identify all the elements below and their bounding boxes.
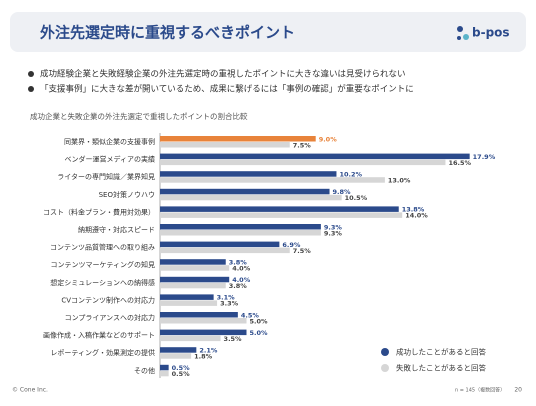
- value-label: 3.8%: [229, 258, 248, 266]
- logo: b-pos: [472, 26, 510, 40]
- bar: [160, 247, 290, 254]
- bar: [160, 188, 330, 195]
- bar: [160, 335, 221, 342]
- bar: [160, 353, 192, 359]
- bar: [160, 329, 247, 336]
- category-label: コンプライアンスへの対応力: [65, 313, 155, 322]
- header-band: [10, 12, 526, 52]
- bar: [160, 265, 230, 271]
- value-label: 13.8%: [402, 206, 425, 214]
- category-label: コスト（料金プラン・費用対効果）: [43, 207, 155, 216]
- value-label: 4.0%: [232, 276, 251, 284]
- page-number: 20: [514, 387, 522, 394]
- category-label: 同業界・類似企業の支援事例: [64, 137, 155, 146]
- value-label: 9.0%: [319, 135, 338, 143]
- sample-note: n = 145（複数回答）: [455, 387, 505, 394]
- category-label: CVコンテンツ制作への対応力: [61, 295, 155, 304]
- bar: [160, 282, 226, 289]
- value-label: 3.3%: [220, 300, 239, 308]
- value-label: 7.5%: [293, 141, 312, 149]
- bar: [160, 259, 226, 265]
- value-label: 3.8%: [229, 282, 248, 290]
- category-label: ライターの専門知識／業界知見: [57, 172, 155, 181]
- value-label: 9.3%: [324, 229, 343, 237]
- bar: [160, 300, 218, 306]
- bar: [160, 206, 399, 212]
- copyright: © Cone Inc.: [12, 387, 48, 394]
- value-label: 3.5%: [224, 335, 243, 343]
- value-label: 5.0%: [250, 329, 269, 337]
- bar: [160, 318, 247, 324]
- value-label: 16.5%: [448, 159, 471, 167]
- bullet-dot: [28, 71, 34, 77]
- bullet-dot: [28, 86, 34, 92]
- bar: [160, 136, 316, 142]
- value-label: 10.2%: [339, 170, 362, 178]
- bar: [160, 212, 403, 218]
- legend-label: 失敗したことがあると回答: [396, 363, 486, 373]
- slide-title: 外注先選定時に重視するべきポイント: [39, 24, 295, 42]
- legend-marker: [381, 348, 389, 356]
- bar: [160, 142, 290, 148]
- value-label: 13.0%: [388, 176, 411, 184]
- category-label: コンテンツ品質管理への取り組み: [50, 243, 155, 252]
- chart-title: 成功企業と失敗企業の外注先選定で重視したポイントの割合比較: [30, 111, 248, 121]
- category-label: その他: [134, 366, 155, 375]
- value-label: 10.5%: [345, 194, 368, 202]
- value-label: 14.0%: [405, 212, 428, 220]
- bar: [160, 230, 321, 236]
- value-label: 3.1%: [217, 294, 236, 302]
- value-label: 9.3%: [324, 223, 343, 231]
- value-label: 9.8%: [333, 188, 352, 196]
- bullet: 成功経験企業と失敗経験企業の外注先選定時の重視したポイントに大きな違いは見受けら…: [40, 69, 406, 80]
- value-label: 0.5%: [172, 370, 191, 378]
- logo-icon: [457, 26, 469, 40]
- value-label: 0.5%: [172, 364, 191, 372]
- legend-marker: [381, 364, 389, 372]
- bullet: 「支援事例」に大きな差が開いているため、成果に繋げるには「事例の確認」が重要なポ…: [40, 84, 414, 95]
- bar: [160, 194, 342, 201]
- value-label: 5.0%: [250, 317, 269, 325]
- value-label: 17.9%: [473, 153, 496, 161]
- category-label: 画像作成・入稿作業などのサポート: [43, 331, 155, 340]
- bar: [160, 276, 230, 283]
- bar: [160, 159, 446, 166]
- bar: [160, 224, 321, 230]
- bar: [160, 347, 197, 353]
- bar: [160, 153, 470, 160]
- bar: [160, 171, 337, 177]
- value-label: 2.1%: [199, 346, 218, 354]
- bar: [160, 364, 169, 371]
- bar: [160, 312, 238, 318]
- bar: [160, 241, 280, 248]
- category-label: 納期遵守・対応スピード: [78, 225, 155, 234]
- bar: [160, 294, 214, 300]
- legend-label: 成功したことがあると回答: [396, 347, 486, 357]
- value-label: 6.9%: [282, 241, 301, 249]
- value-label: 1.8%: [194, 352, 213, 360]
- category-label: レポーティング・効果測定の提供: [50, 348, 155, 357]
- category-label: 想定シミュレーションへの納得感: [50, 278, 155, 287]
- bar: [160, 370, 169, 377]
- value-label: 4.5%: [241, 311, 260, 319]
- category-label: ベンダー運営メディアの実績: [64, 155, 155, 164]
- category-label: SEO対策ノウハウ: [99, 190, 155, 199]
- value-label: 7.5%: [293, 247, 312, 255]
- value-label: 4.0%: [232, 264, 251, 272]
- category-label: コンテンツマーケティングの知見: [51, 260, 155, 269]
- bar: [160, 177, 385, 183]
